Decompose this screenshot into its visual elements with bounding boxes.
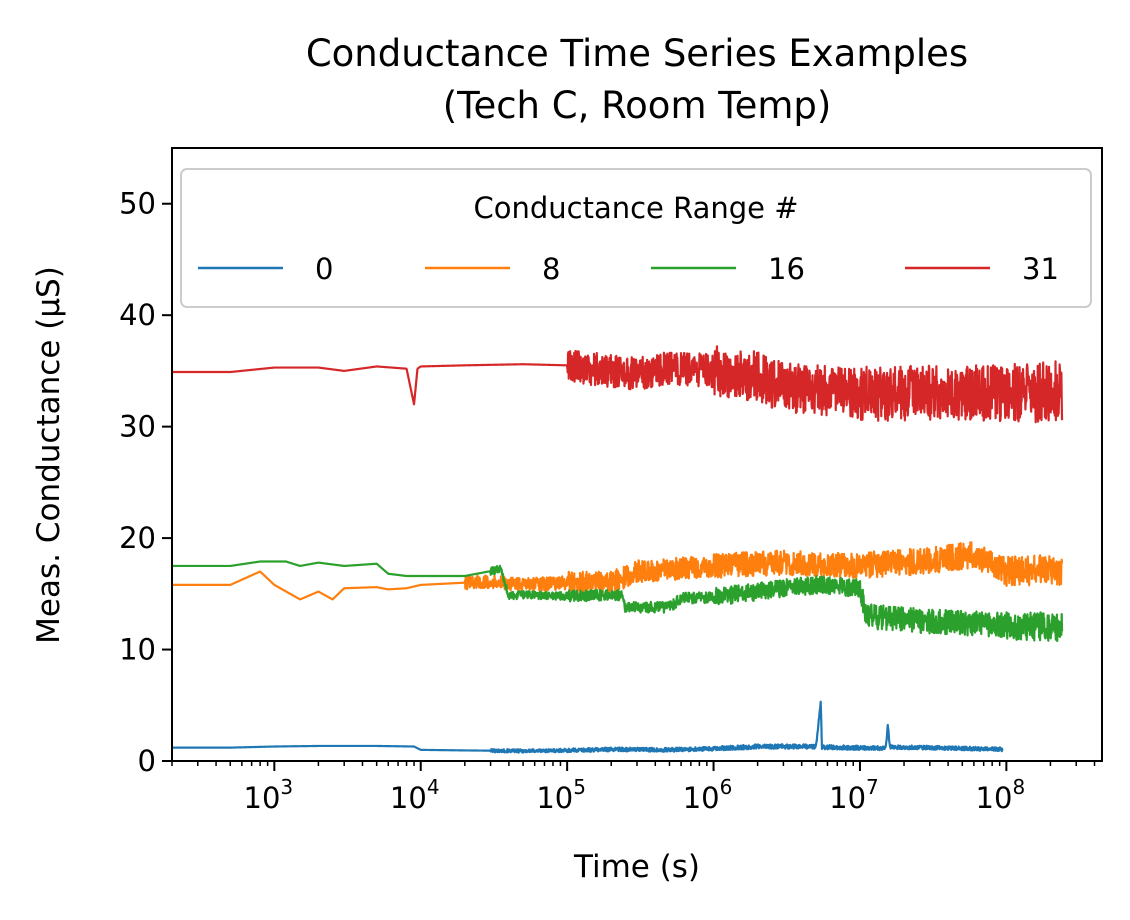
series-line-8 (172, 541, 1064, 601)
legend: Conductance Range # 0 8 16 31 (180, 168, 1092, 308)
chart-title-line-1: Conductance Time Series Examples (306, 32, 968, 75)
legend-title: Conductance Range # (473, 191, 798, 225)
x-tick-label: 106 (683, 775, 733, 815)
series-line-0 (172, 700, 1004, 754)
series-line-31 (172, 345, 1064, 424)
y-axis-label: Meas. Conductance (µS) (31, 266, 67, 644)
x-axis: 103 104 105 106 107 108 (171, 761, 1096, 815)
y-axis: 0 10 20 30 40 50 (119, 187, 172, 778)
y-tick-label: 20 (119, 521, 156, 555)
series-line-16 (172, 560, 1064, 643)
y-tick-label: 30 (119, 410, 156, 444)
y-tick-label: 0 (138, 744, 156, 778)
legend-label-0: 0 (315, 252, 333, 286)
y-tick-label: 50 (119, 187, 156, 221)
y-tick-label: 10 (119, 633, 156, 667)
x-tick-label: 105 (536, 775, 586, 815)
x-tick-label: 108 (976, 775, 1026, 815)
x-tick-label: 107 (829, 775, 879, 815)
y-tick-label: 40 (119, 298, 156, 332)
chart-title-line-2: (Tech C, Room Temp) (443, 84, 832, 127)
x-tick-label: 103 (244, 775, 294, 815)
legend-label-16: 16 (768, 252, 805, 286)
legend-label-31: 31 (1022, 252, 1059, 286)
legend-box (180, 168, 1092, 308)
x-tick-label: 104 (390, 775, 440, 815)
series-layer (172, 345, 1064, 754)
x-axis-label: Time (s) (573, 849, 700, 885)
legend-label-8: 8 (542, 252, 560, 286)
